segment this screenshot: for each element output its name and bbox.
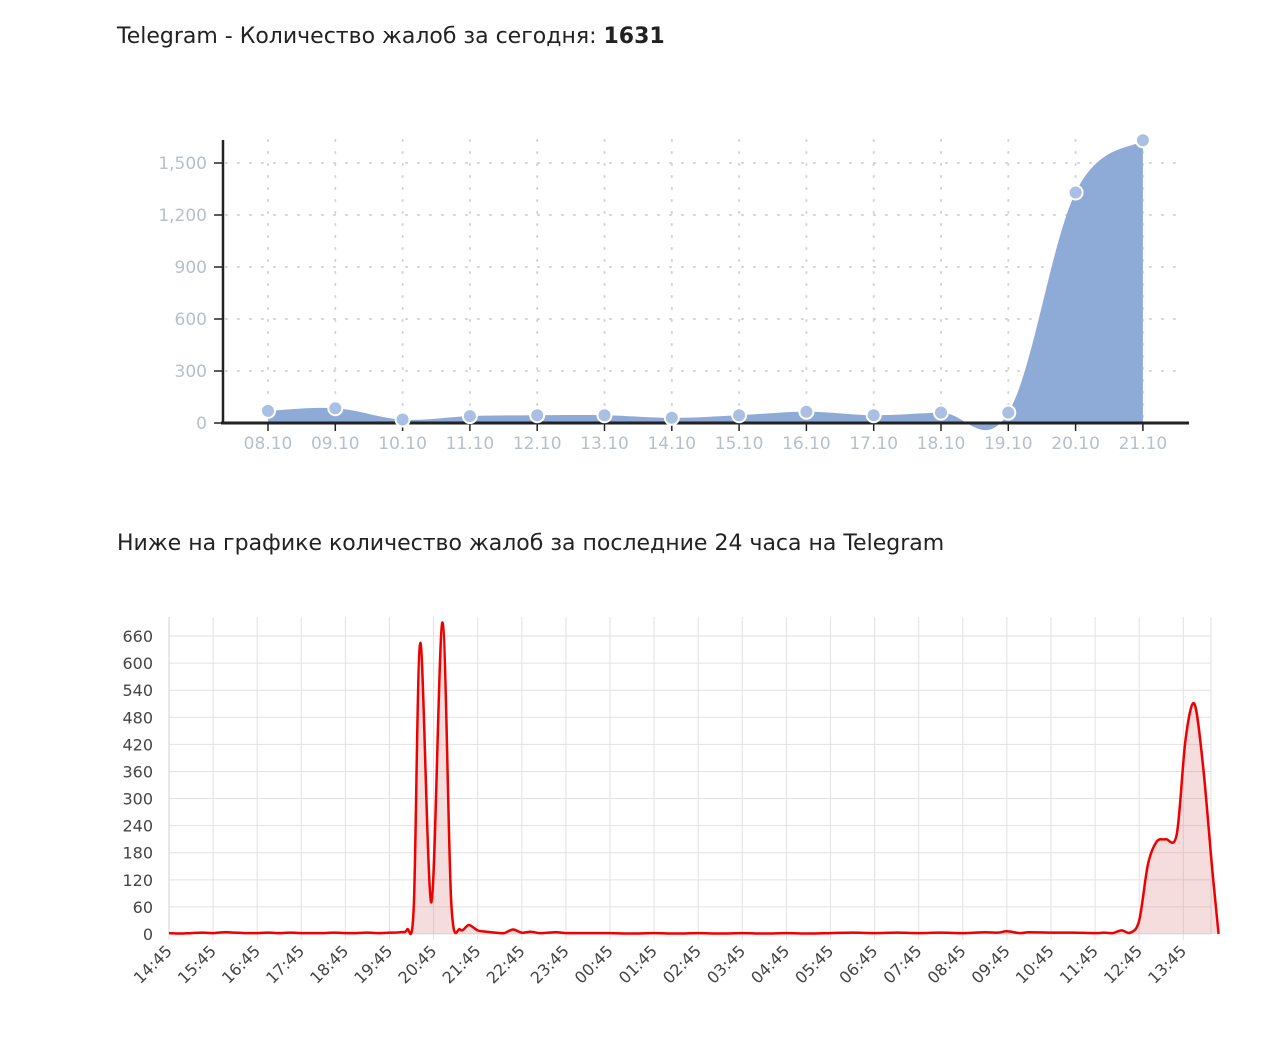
y-tick-label: 300 xyxy=(122,790,153,809)
x-tick-label: 07:45 xyxy=(879,941,925,987)
x-tick-label: 10:45 xyxy=(1012,941,1058,987)
x-tick-label: 05:45 xyxy=(791,941,837,987)
y-tick-label: 0 xyxy=(143,925,153,944)
data-point[interactable] xyxy=(798,403,815,420)
x-tick-label: 14.10 xyxy=(647,434,696,454)
x-tick-label: 04:45 xyxy=(747,941,793,987)
x-tick-label: 01:45 xyxy=(615,941,661,987)
x-tick-label: 19:45 xyxy=(350,941,396,987)
data-point[interactable] xyxy=(394,411,411,428)
chart-1-heading: Telegram - Количество жалоб за сегодня: … xyxy=(117,24,665,49)
data-point[interactable] xyxy=(1000,404,1017,421)
x-tick-label: 16.10 xyxy=(782,434,831,454)
chart-2-grid xyxy=(168,617,1212,940)
x-tick-label: 09:45 xyxy=(968,941,1014,987)
x-tick-label: 15.10 xyxy=(715,434,764,454)
x-tick-label: 11.10 xyxy=(446,434,495,454)
y-tick-label: 480 xyxy=(122,708,153,727)
y-tick-label: 1,200 xyxy=(158,206,207,226)
x-tick-label: 15:45 xyxy=(174,941,220,987)
x-tick-label: 17.10 xyxy=(849,434,898,454)
chart-2-heading: Ниже на графике количество жалоб за посл… xyxy=(117,531,945,556)
x-tick-label: 18.10 xyxy=(917,434,966,454)
y-tick-label: 360 xyxy=(122,762,153,781)
x-tick-label: 14:45 xyxy=(130,941,176,987)
y-tick-label: 60 xyxy=(133,898,153,917)
y-tick-label: 1,500 xyxy=(158,154,207,174)
x-tick-label: 13:45 xyxy=(1144,941,1190,987)
x-tick-label: 03:45 xyxy=(703,941,749,987)
data-point[interactable] xyxy=(1134,132,1151,149)
data-point[interactable] xyxy=(1067,184,1084,201)
x-tick-label: 10.10 xyxy=(378,434,427,454)
data-point[interactable] xyxy=(461,408,478,425)
x-tick-label: 08.10 xyxy=(244,434,293,454)
data-point[interactable] xyxy=(260,402,276,419)
area-series xyxy=(268,140,1143,431)
x-tick-label: 16:45 xyxy=(218,941,264,987)
y-tick-label: 120 xyxy=(122,871,153,890)
data-point[interactable] xyxy=(596,407,613,424)
x-tick-label: 21:45 xyxy=(438,941,484,987)
y-tick-label: 300 xyxy=(175,362,207,382)
series-line xyxy=(168,621,1220,936)
y-tick-label: 180 xyxy=(122,844,153,863)
x-tick-label: 22:45 xyxy=(483,941,529,987)
y-tick-label: 660 xyxy=(122,627,153,646)
data-point[interactable] xyxy=(933,404,949,421)
heading-1-text: Telegram - Количество жалоб за сегодня: xyxy=(117,24,604,49)
x-tick-label: 00:45 xyxy=(571,941,617,987)
complaint-count: 1631 xyxy=(603,24,665,49)
y-tick-label: 240 xyxy=(122,817,153,836)
x-tick-label: 08:45 xyxy=(924,941,970,987)
x-tick-label: 06:45 xyxy=(835,941,881,987)
data-point[interactable] xyxy=(865,407,882,424)
x-tick-label: 02:45 xyxy=(659,941,705,987)
data-point[interactable] xyxy=(731,407,748,424)
x-tick-label: 13.10 xyxy=(580,434,629,454)
x-tick-label: 21.10 xyxy=(1119,434,1168,454)
x-tick-label: 18:45 xyxy=(306,941,352,987)
x-tick-label: 12.10 xyxy=(513,434,562,454)
y-tick-label: 420 xyxy=(122,735,153,754)
y-tick-label: 900 xyxy=(175,258,207,278)
x-tick-label: 12:45 xyxy=(1100,941,1146,987)
y-tick-label: 0 xyxy=(196,414,207,434)
x-tick-label: 11:45 xyxy=(1056,941,1102,987)
area-fill xyxy=(169,622,1219,934)
y-tick-label: 600 xyxy=(175,310,207,330)
data-point[interactable] xyxy=(327,400,344,417)
x-tick-label: 20:45 xyxy=(394,941,440,987)
data-point[interactable] xyxy=(529,407,546,424)
x-tick-label: 17:45 xyxy=(262,941,308,987)
data-point[interactable] xyxy=(663,409,680,426)
daily-complaints-chart: 0 300 600 900 1,200 1,500 08.10 09.10 10.10 11.10… xyxy=(158,132,1189,454)
y-tick-label: 600 xyxy=(122,654,153,673)
x-tick-label: 09.10 xyxy=(311,434,360,454)
y-tick-label: 540 xyxy=(122,681,153,700)
x-tick-label: 23:45 xyxy=(527,941,573,987)
x-tick-label: 20.10 xyxy=(1051,434,1100,454)
x-tick-label: 19.10 xyxy=(984,434,1033,454)
